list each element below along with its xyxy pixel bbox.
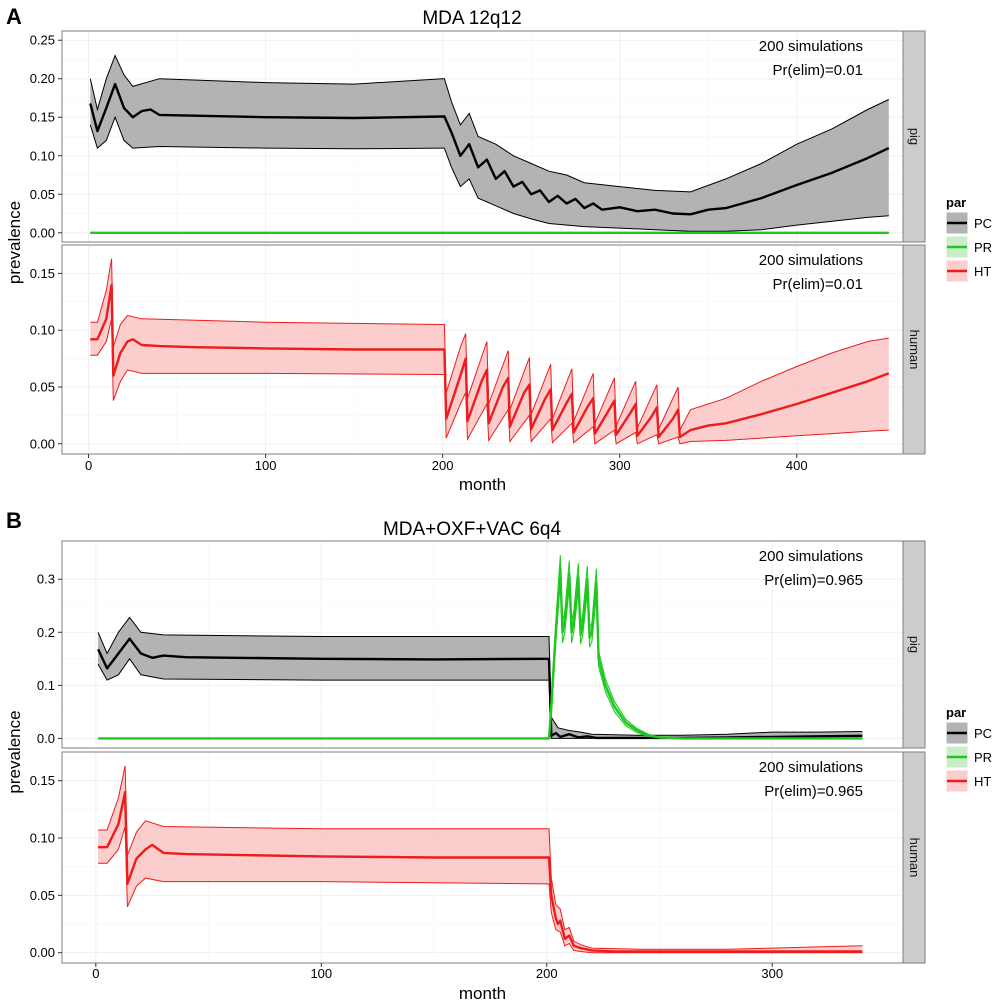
y-tick-label: 0.3 — [37, 572, 55, 587]
x-tick-label: 0 — [92, 966, 99, 981]
x-tick-label: 300 — [609, 458, 631, 473]
annotation-simulations: 200 simulations — [759, 759, 863, 776]
facet-strip-label: pig — [907, 128, 922, 145]
y-tick-label: 0.15 — [30, 773, 55, 788]
x-tick-label: 0 — [85, 458, 92, 473]
y-tick-label: 0.05 — [30, 888, 55, 903]
y-tick-label: 0.10 — [30, 323, 55, 338]
y-axis-label: prevalence — [5, 201, 24, 284]
annotation-pr-elim: Pr(elim)=0.01 — [773, 62, 863, 79]
annotation-pr-elim: Pr(elim)=0.01 — [773, 276, 863, 293]
upper-bound-PC — [89, 54, 890, 193]
chart-A: A MDA 12q12 0.00 0.05 0.10 0.15 0.20 0.25 200 si… — [5, 4, 992, 494]
upper-bound-PC — [97, 616, 863, 736]
chart-title: MDA 12q12 — [422, 8, 521, 29]
x-tick-label: 400 — [786, 458, 808, 473]
y-tick-label: 0.15 — [30, 266, 55, 281]
mean-line-HT — [98, 790, 863, 953]
y-tick-label: 0.25 — [30, 33, 55, 48]
legend: par PC PR HT — [945, 195, 992, 283]
lower-bound-HT — [90, 318, 889, 445]
mean-line-HT — [90, 283, 890, 439]
y-tick-label: 0.20 — [30, 71, 55, 86]
x-tick-label: 100 — [255, 458, 277, 473]
y-tick-label: 0.15 — [30, 110, 55, 125]
x-axis-label: month — [459, 475, 506, 494]
mean-line-PC — [89, 82, 890, 216]
series-HT — [98, 765, 863, 954]
facet-strip — [902, 751, 926, 964]
facet-human: 0.00 0.05 0.10 0.15 200 simulations Pr(elim)=… — [30, 751, 926, 964]
y-tick-label: 0.10 — [30, 831, 55, 846]
legend-item-HT: HT — [945, 259, 991, 283]
legend-item-HT: HT — [945, 769, 991, 793]
legend-label-PR: PR — [974, 240, 992, 255]
y-tick-label: 0.00 — [30, 225, 55, 240]
legend-label-PC: PC — [974, 726, 992, 741]
lower-bound-PC — [89, 115, 889, 232]
facet-strip — [902, 244, 926, 455]
annotation-simulations: 200 simulations — [759, 252, 863, 269]
facet-pig: 0.00 0.05 0.10 0.15 0.20 0.25 200 simulations P… — [30, 30, 926, 243]
facet-strip-label: human — [907, 330, 922, 370]
legend-label-PR: PR — [974, 750, 992, 765]
facet-strip — [902, 30, 926, 243]
facet-pig: 0.0 0.1 0.2 0.3 200 simulations Pr(elim)=0.96… — [37, 540, 926, 749]
y-tick-label: 0.2 — [37, 625, 55, 640]
legend-item-PR: PR — [945, 235, 992, 259]
facet-strip-label: pig — [907, 636, 922, 653]
ribbon-PC — [98, 617, 863, 739]
chart-B: B MDA+OXF+VAC 6q4 0.0 0.1 0.2 0.3 200 simulati… — [5, 508, 992, 1003]
series-PR — [98, 555, 863, 740]
mean-line-PR — [98, 567, 863, 740]
legend-label-HT: HT — [974, 264, 991, 279]
ribbon-PC — [90, 55, 889, 232]
facet-strip-label: human — [907, 838, 922, 878]
annotation-simulations: 200 simulations — [759, 38, 863, 55]
facet-strip — [902, 540, 926, 749]
annotation-pr-elim: Pr(elim)=0.965 — [764, 783, 863, 800]
x-axis-label: month — [459, 984, 506, 1003]
series-PC — [89, 54, 890, 232]
x-tick-label: 200 — [536, 966, 558, 981]
x-tick-label: 300 — [761, 966, 783, 981]
legend-item-PC: PC — [945, 211, 992, 235]
ribbon-HT — [98, 765, 863, 953]
y-tick-label: 0.0 — [37, 731, 55, 746]
panel-letter: A — [6, 4, 22, 29]
chart-title: MDA+OXF+VAC 6q4 — [383, 519, 562, 540]
annotation-pr-elim: Pr(elim)=0.965 — [764, 572, 863, 589]
legend-item-PC: PC — [945, 721, 992, 745]
legend: par PC PR HT — [945, 705, 992, 793]
x-tick-label: 100 — [310, 966, 332, 981]
y-tick-label: 0.1 — [37, 678, 55, 693]
series-HT — [90, 258, 890, 445]
y-tick-label: 0.05 — [30, 379, 55, 394]
y-tick-label: 0.10 — [30, 148, 55, 163]
x-tick-label: 200 — [432, 458, 454, 473]
y-axis-label: prevalence — [5, 710, 24, 793]
y-tick-label: 0.00 — [30, 945, 55, 960]
facet-human: 0.00 0.05 0.10 0.15 200 simulations Pr(elim)=… — [30, 244, 926, 455]
ribbon-HT — [90, 258, 889, 444]
upper-bound-HT — [90, 258, 889, 432]
y-tick-label: 0.05 — [30, 187, 55, 202]
annotation-simulations: 200 simulations — [759, 548, 863, 565]
panel-letter: B — [6, 508, 22, 533]
legend-item-PR: PR — [945, 745, 992, 769]
legend-label-PC: PC — [974, 216, 992, 231]
y-tick-label: 0.00 — [30, 436, 55, 451]
legend-label-HT: HT — [974, 774, 991, 789]
legend-title: par — [946, 705, 966, 720]
legend-title: par — [946, 195, 966, 210]
